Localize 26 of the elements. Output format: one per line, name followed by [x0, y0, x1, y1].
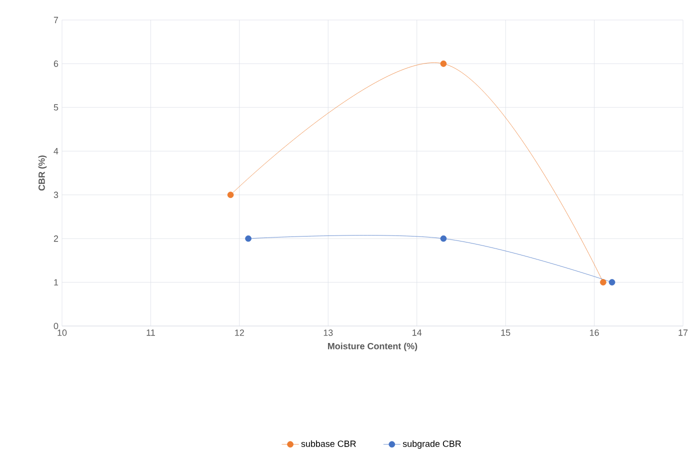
y-tick-label: 2 — [54, 235, 58, 242]
x-tick-label: 12 — [235, 330, 244, 336]
y-tick-label: 6 — [54, 60, 58, 67]
point — [600, 279, 606, 286]
x-tick-label: 16 — [590, 330, 599, 336]
legend-label: subgrade CBR — [402, 440, 461, 449]
point — [227, 192, 234, 198]
x-axis-title: Moisture Content (%) — [328, 342, 418, 352]
legend-label: subbase CBR — [301, 440, 356, 447]
point — [245, 235, 252, 242]
y-axis-title: CBR (%) — [38, 156, 47, 191]
y-tick-label: 7 — [54, 16, 58, 24]
point — [608, 279, 616, 286]
y-tick-label: 4 — [54, 148, 58, 154]
y-tick-label: 3 — [54, 192, 58, 198]
point — [440, 235, 447, 242]
y-tick-label: 5 — [54, 104, 58, 111]
x-tick-label: 14 — [412, 330, 422, 336]
x-tick-label: 13 — [324, 330, 333, 336]
x-tick-label: 10 — [58, 330, 67, 336]
y-tick-label: 0 — [54, 322, 58, 330]
x-tick-label: 11 — [146, 330, 155, 336]
y-tick-label: 1 — [54, 279, 58, 286]
x-tick-label: 17 — [678, 330, 688, 336]
point — [440, 60, 447, 67]
x-tick-label: 15 — [501, 330, 510, 336]
